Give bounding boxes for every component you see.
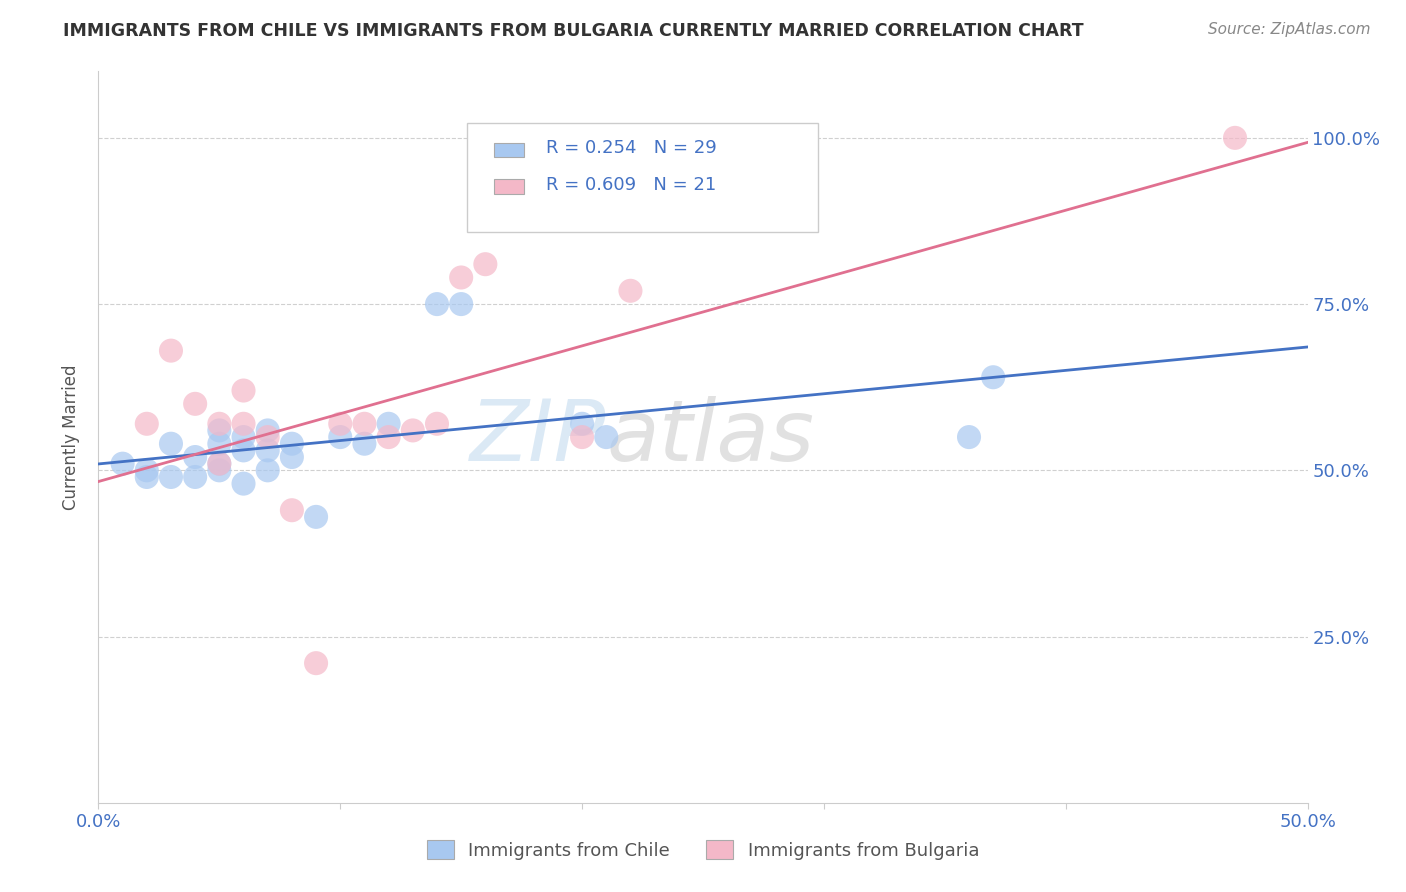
- Point: [426, 297, 449, 311]
- Point: [305, 656, 328, 670]
- Point: [232, 417, 254, 431]
- Point: [256, 430, 278, 444]
- Point: [281, 503, 304, 517]
- Point: [208, 436, 231, 450]
- Point: [281, 450, 304, 464]
- Point: [208, 424, 231, 438]
- FancyBboxPatch shape: [494, 179, 524, 194]
- Point: [329, 430, 352, 444]
- Point: [160, 470, 183, 484]
- Point: [160, 436, 183, 450]
- Point: [232, 384, 254, 398]
- Point: [184, 450, 207, 464]
- Point: [256, 463, 278, 477]
- Point: [353, 436, 375, 450]
- Point: [256, 424, 278, 438]
- Text: R = 0.609   N = 21: R = 0.609 N = 21: [546, 176, 716, 194]
- Point: [595, 430, 617, 444]
- Point: [402, 424, 425, 438]
- Text: IMMIGRANTS FROM CHILE VS IMMIGRANTS FROM BULGARIA CURRENTLY MARRIED CORRELATION : IMMIGRANTS FROM CHILE VS IMMIGRANTS FROM…: [63, 22, 1084, 40]
- Point: [450, 270, 472, 285]
- Point: [135, 470, 157, 484]
- Point: [232, 430, 254, 444]
- FancyBboxPatch shape: [494, 143, 524, 157]
- Point: [135, 463, 157, 477]
- Point: [571, 417, 593, 431]
- Point: [208, 463, 231, 477]
- Point: [571, 430, 593, 444]
- Point: [1223, 131, 1246, 145]
- Point: [305, 509, 328, 524]
- Point: [377, 430, 399, 444]
- Point: [957, 430, 980, 444]
- Text: R = 0.254   N = 29: R = 0.254 N = 29: [546, 139, 717, 157]
- Point: [981, 370, 1004, 384]
- Point: [160, 343, 183, 358]
- Y-axis label: Currently Married: Currently Married: [62, 364, 80, 510]
- Point: [281, 436, 304, 450]
- Point: [426, 417, 449, 431]
- Point: [111, 457, 134, 471]
- Point: [208, 457, 231, 471]
- Point: [329, 417, 352, 431]
- Text: atlas: atlas: [606, 395, 814, 479]
- Point: [377, 417, 399, 431]
- Point: [208, 457, 231, 471]
- FancyBboxPatch shape: [467, 122, 818, 232]
- Point: [184, 470, 207, 484]
- Point: [135, 417, 157, 431]
- Point: [450, 297, 472, 311]
- Point: [256, 443, 278, 458]
- Point: [619, 284, 641, 298]
- Point: [474, 257, 496, 271]
- Point: [184, 397, 207, 411]
- Point: [353, 417, 375, 431]
- Text: Source: ZipAtlas.com: Source: ZipAtlas.com: [1208, 22, 1371, 37]
- Text: ZIP: ZIP: [470, 395, 606, 479]
- Point: [232, 476, 254, 491]
- Point: [232, 443, 254, 458]
- Legend: Immigrants from Chile, Immigrants from Bulgaria: Immigrants from Chile, Immigrants from B…: [419, 833, 987, 867]
- Point: [208, 417, 231, 431]
